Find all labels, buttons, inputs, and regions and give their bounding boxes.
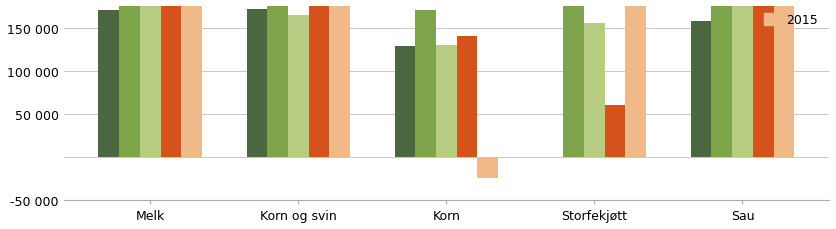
Bar	[415, 11, 436, 157]
Bar	[436, 46, 456, 157]
Bar	[711, 0, 732, 157]
Bar	[140, 0, 161, 157]
Bar	[268, 0, 288, 157]
Bar	[99, 11, 120, 157]
Bar	[563, 0, 584, 157]
Bar	[120, 0, 140, 157]
Bar	[456, 37, 477, 157]
Bar	[247, 9, 268, 157]
Bar	[395, 47, 415, 157]
Bar	[691, 22, 711, 157]
Bar	[752, 0, 773, 157]
Bar	[181, 0, 202, 157]
Bar	[477, 157, 498, 179]
Bar	[308, 0, 329, 157]
Bar	[584, 24, 604, 157]
Bar	[329, 0, 350, 157]
Bar	[732, 0, 752, 157]
Bar	[625, 7, 646, 157]
Legend: 2015: 2015	[758, 9, 823, 32]
Bar	[604, 106, 625, 157]
Bar	[161, 0, 181, 157]
Bar	[288, 16, 308, 157]
Bar	[773, 0, 794, 157]
